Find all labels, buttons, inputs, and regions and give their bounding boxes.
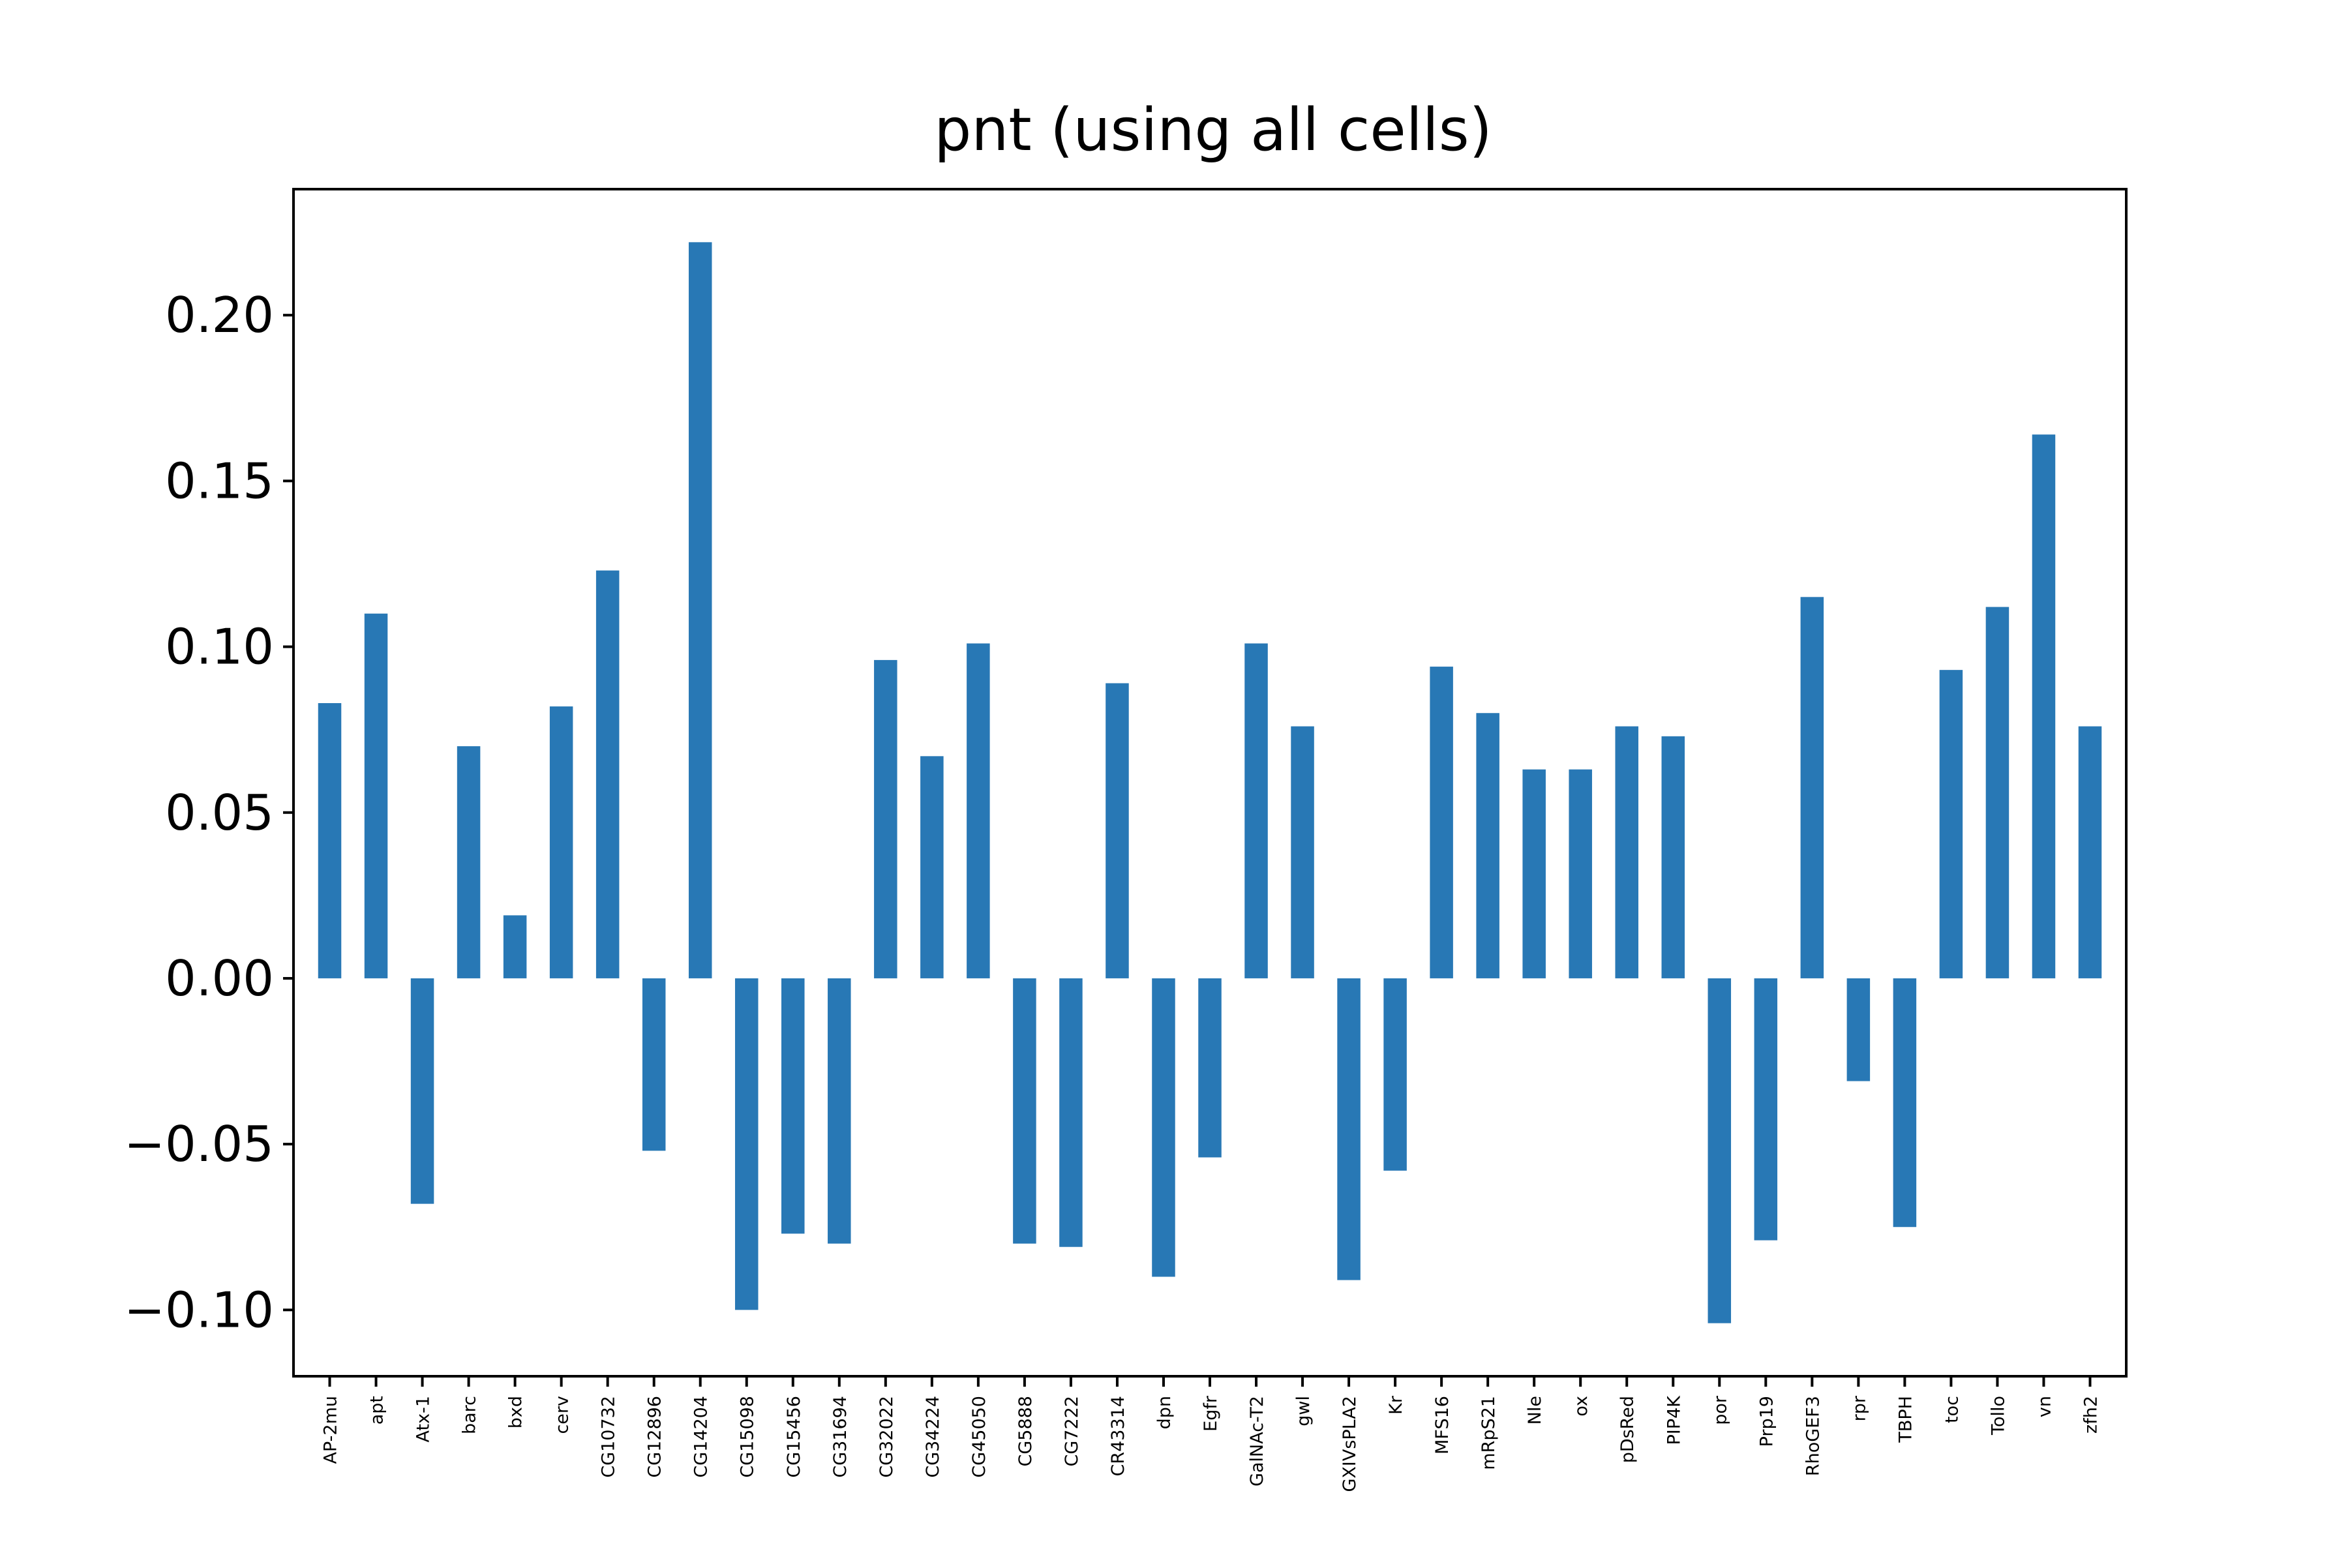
bar-mRpS21 [1476, 713, 1499, 978]
x-tick-label: ox [1571, 1396, 1591, 1417]
bar-CG15098 [734, 978, 759, 1310]
y-tick-label: −0.05 [124, 1115, 274, 1173]
x-tick-label: TBPH [1895, 1396, 1916, 1443]
bar-por [1708, 978, 1732, 1323]
x-axis: AP-2mu apt Atx-1 barc bxd cerv CG10732 CG12896 C… [321, 1376, 2101, 1492]
bar-Atx-1 [410, 978, 434, 1204]
x-tick-label: CG31694 [830, 1396, 850, 1478]
x-tick-label: apt [367, 1396, 387, 1425]
x-tick-label: CG14204 [691, 1396, 712, 1478]
bar-zfh2 [2078, 726, 2102, 978]
bars [318, 242, 2102, 1323]
bar-AP-2mu [318, 702, 342, 978]
bar-GalNAc-T2 [1244, 643, 1268, 978]
bar-rpr [1846, 978, 1871, 1081]
y-tick-label: −0.10 [124, 1281, 274, 1338]
x-tick-label: CG10732 [599, 1396, 619, 1478]
x-tick-label: CG12896 [645, 1396, 665, 1478]
x-tick-label: PIP4K [1664, 1395, 1684, 1445]
x-tick-label: Egfr [1201, 1395, 1221, 1432]
x-tick-label: dpn [1154, 1396, 1175, 1429]
bar-Tollo [1985, 607, 2009, 978]
bar-vn [2032, 434, 2056, 978]
bar-apt [364, 613, 388, 978]
x-tick-label: Prp19 [1756, 1396, 1777, 1447]
bar-CG34224 [920, 756, 944, 978]
bar-cerv [549, 706, 573, 978]
x-tick-label: CG15098 [738, 1396, 758, 1478]
x-tick-label: GXIVsPLA2 [1340, 1396, 1360, 1492]
x-tick-label: CR43314 [1108, 1396, 1128, 1477]
y-tick-label: 0.20 [165, 286, 274, 344]
x-tick-label: pDsRed [1618, 1396, 1638, 1463]
bar-CG14204 [688, 242, 712, 978]
bar-Egfr [1198, 978, 1222, 1158]
x-tick-label: por [1710, 1395, 1730, 1425]
x-tick-label: CG32022 [877, 1396, 897, 1478]
y-tick-label: 0.10 [165, 618, 274, 676]
bar-GXIVsPLA2 [1337, 978, 1361, 1280]
x-tick-label: MFS16 [1432, 1396, 1452, 1455]
x-tick-label: toc [1942, 1396, 1962, 1423]
y-axis: −0.10 −0.05 0.00 0.05 0.10 0.15 0.20 [124, 286, 294, 1338]
bar-CR43314 [1106, 683, 1129, 978]
x-tick-label: Nle [1525, 1396, 1545, 1425]
x-tick-label: vn [2034, 1396, 2054, 1417]
bar-bxd [503, 915, 527, 978]
x-tick-label: mRpS21 [1479, 1396, 1499, 1470]
bar-CG45050 [967, 643, 990, 978]
x-tick-label: RhoGEF3 [1803, 1396, 1823, 1476]
bar-ox [1569, 769, 1592, 978]
x-tick-label: Atx-1 [414, 1396, 434, 1442]
x-tick-label: barc [460, 1396, 480, 1434]
x-tick-label: rpr [1849, 1395, 1869, 1421]
x-tick-label: CG5888 [1016, 1396, 1036, 1467]
bar-Nle [1522, 769, 1546, 978]
y-tick-label: 0.15 [165, 452, 274, 509]
x-tick-label: AP-2mu [321, 1396, 341, 1464]
y-tick-label: 0.00 [165, 950, 274, 1007]
x-tick-label: CG15456 [784, 1396, 804, 1478]
bar-CG7222 [1059, 978, 1083, 1247]
x-tick-label: CG7222 [1062, 1396, 1082, 1467]
bar-PIP4K [1661, 736, 1685, 978]
bar-toc [1939, 670, 1963, 978]
bar-CG32022 [874, 659, 897, 978]
x-tick-label: Kr [1386, 1395, 1406, 1415]
x-tick-label: gwl [1293, 1396, 1314, 1426]
bar-RhoGEF3 [1800, 597, 1824, 978]
bar-CG15456 [781, 978, 805, 1234]
bar-barc [457, 746, 481, 978]
chart-title: pnt (using all cells) [934, 96, 1492, 164]
bar-CG12896 [642, 978, 666, 1151]
x-tick-label: GalNAc-T2 [1247, 1396, 1267, 1486]
bar-CG5888 [1013, 978, 1036, 1244]
bar-gwl [1291, 726, 1314, 978]
bar-CG10732 [595, 570, 620, 978]
bar-Prp19 [1754, 978, 1778, 1241]
y-tick-label: 0.05 [165, 784, 274, 841]
x-tick-label: Tollo [1988, 1396, 2008, 1436]
x-tick-label: CG34224 [923, 1396, 943, 1478]
plot-frame [292, 188, 2128, 1378]
bar-TBPH [1893, 978, 1917, 1228]
x-tick-label: bxd [506, 1396, 526, 1428]
bar-dpn [1152, 978, 1175, 1277]
bar-MFS16 [1430, 667, 1453, 978]
bar-CG31694 [828, 978, 851, 1244]
x-tick-label: cerv [552, 1396, 573, 1434]
x-tick-label: CG45050 [969, 1396, 989, 1478]
bar-Kr [1383, 978, 1407, 1171]
bar-pDsRed [1615, 726, 1638, 978]
x-tick-label: zfh2 [2081, 1396, 2101, 1434]
